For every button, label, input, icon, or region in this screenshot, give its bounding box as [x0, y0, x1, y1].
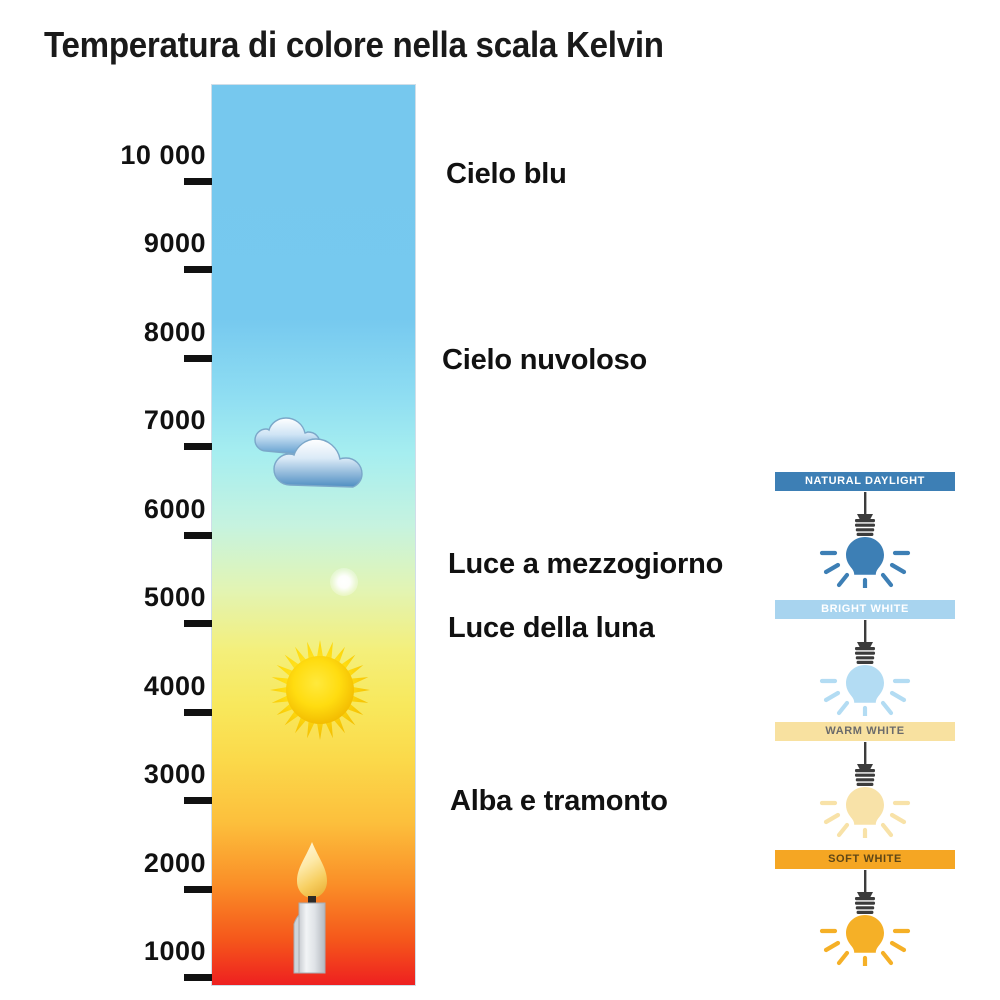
lightbulb-icon: [813, 492, 917, 591]
scale-tick-label: 1000: [143, 936, 206, 966]
lamp-card[interactable]: BRIGHT WHITE: [775, 600, 955, 719]
lightbulb-icon: [813, 620, 917, 719]
scale-tick-label: 5000: [143, 582, 206, 612]
lamp-card[interactable]: WARM WHITE: [775, 722, 955, 841]
annotation-label: Alba e tramonto: [450, 785, 668, 817]
sun-icon: [268, 638, 372, 742]
scale-tick-label: 2000: [143, 848, 206, 878]
scale-tick: [184, 355, 212, 362]
scale-tick: [184, 974, 212, 981]
scale-tick-label: 4000: [143, 671, 206, 701]
scale-tick: [184, 797, 212, 804]
scale-tick: [184, 443, 212, 450]
annotation-label: Luce a mezzogiorno: [448, 548, 724, 580]
scale-tick: [184, 178, 212, 185]
page-title: Temperatura di colore nella scala Kelvin: [44, 24, 664, 65]
lamp-card-banner: BRIGHT WHITE: [775, 600, 955, 619]
scale-tick: [184, 886, 212, 893]
lamp-card-banner: WARM WHITE: [775, 722, 955, 741]
scale-tick-label: 7000: [143, 405, 206, 435]
lightbulb-icon: [813, 870, 917, 969]
lamp-card-banner: SOFT WHITE: [775, 850, 955, 869]
scale-tick: [184, 620, 212, 627]
scale-tick: [184, 532, 212, 539]
scale-tick: [184, 266, 212, 273]
lightbulb-icon: [813, 742, 917, 841]
lamp-type-panel: NATURAL DAYLIGHT BRIGHT WHITE: [775, 472, 955, 982]
scale-tick-label: 9000: [143, 228, 206, 258]
cloud-icon: [248, 405, 380, 490]
annotation-label: Luce della luna: [448, 612, 655, 644]
scale-tick: [184, 709, 212, 716]
scale-tick-label: 8000: [143, 317, 206, 347]
annotation-label: Cielo blu: [446, 158, 567, 190]
moon-icon: [330, 568, 358, 596]
annotation-label: Cielo nuvoloso: [442, 344, 648, 376]
scale-tick-label: 10 000: [120, 140, 206, 170]
candle-icon: [285, 838, 339, 978]
lamp-card-banner: NATURAL DAYLIGHT: [775, 472, 955, 491]
kelvin-gradient-bar: [212, 85, 415, 985]
scale-tick-label: 6000: [143, 494, 206, 524]
lamp-card[interactable]: NATURAL DAYLIGHT: [775, 472, 955, 591]
scale-tick-label: 3000: [143, 759, 206, 789]
lamp-card[interactable]: SOFT WHITE: [775, 850, 955, 969]
